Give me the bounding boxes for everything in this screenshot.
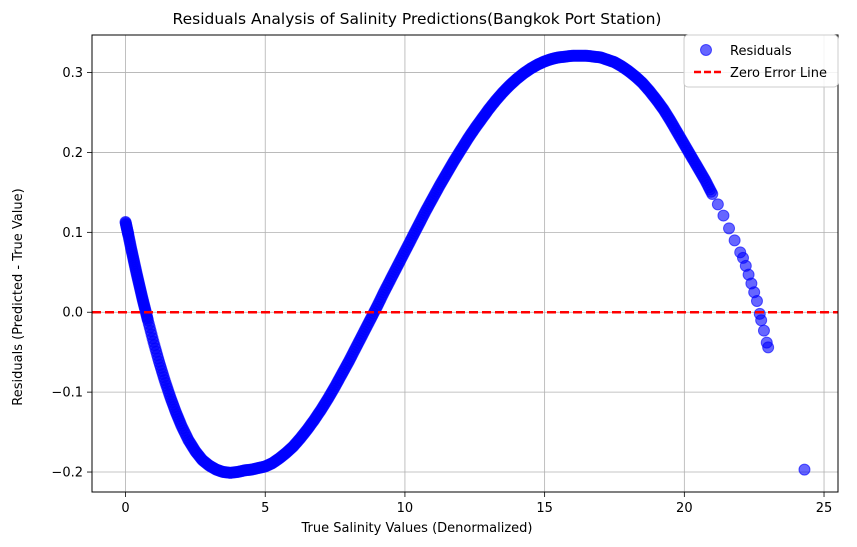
x-tick-label: 0 bbox=[121, 501, 129, 516]
residual-point bbox=[750, 295, 763, 308]
grid-lines bbox=[92, 35, 838, 492]
residual-point bbox=[757, 324, 770, 337]
legend-box bbox=[683, 34, 839, 88]
chart-title: Residuals Analysis of Salinity Predictio… bbox=[173, 10, 662, 28]
y-tick-label: 0.2 bbox=[62, 146, 83, 161]
residual-point bbox=[723, 222, 736, 235]
residual-points bbox=[119, 49, 811, 479]
plot-frame bbox=[91, 34, 839, 493]
residual-point bbox=[706, 187, 719, 200]
residual-point bbox=[755, 314, 768, 327]
x-tick-label: 10 bbox=[397, 501, 414, 516]
y-axis-label: Residuals (Predicted - True Value) bbox=[11, 188, 26, 405]
x-tick-label: 15 bbox=[536, 501, 553, 516]
residual-point bbox=[728, 234, 741, 247]
legend-residuals-label: Residuals bbox=[730, 44, 792, 59]
residual-point bbox=[762, 341, 775, 354]
y-tick-label: 0.3 bbox=[62, 66, 83, 81]
axes-frame bbox=[91, 34, 839, 493]
x-tick-label: 5 bbox=[261, 501, 269, 516]
y-tick-label: 0.0 bbox=[62, 306, 83, 321]
residual-point bbox=[798, 463, 811, 476]
x-tick-label: 20 bbox=[676, 501, 693, 516]
y-tick-label: −0.1 bbox=[51, 386, 83, 401]
axis-ticks: 0 5 10 15 20 25 −0.2 −0.1 0.0 0.1 0.2 0.3 bbox=[51, 66, 832, 516]
x-tick-label: 25 bbox=[816, 501, 833, 516]
residual-point bbox=[717, 209, 730, 222]
x-axis-label: True Salinity Values (Denormalized) bbox=[301, 521, 533, 536]
legend-residuals-marker bbox=[700, 44, 712, 56]
legend-zero-line-label: Zero Error Line bbox=[730, 66, 827, 81]
legend: Residuals Zero Error Line bbox=[683, 34, 839, 88]
residual-point bbox=[711, 198, 724, 211]
y-tick-label: 0.1 bbox=[62, 226, 83, 241]
y-tick-label: −0.2 bbox=[51, 466, 83, 481]
